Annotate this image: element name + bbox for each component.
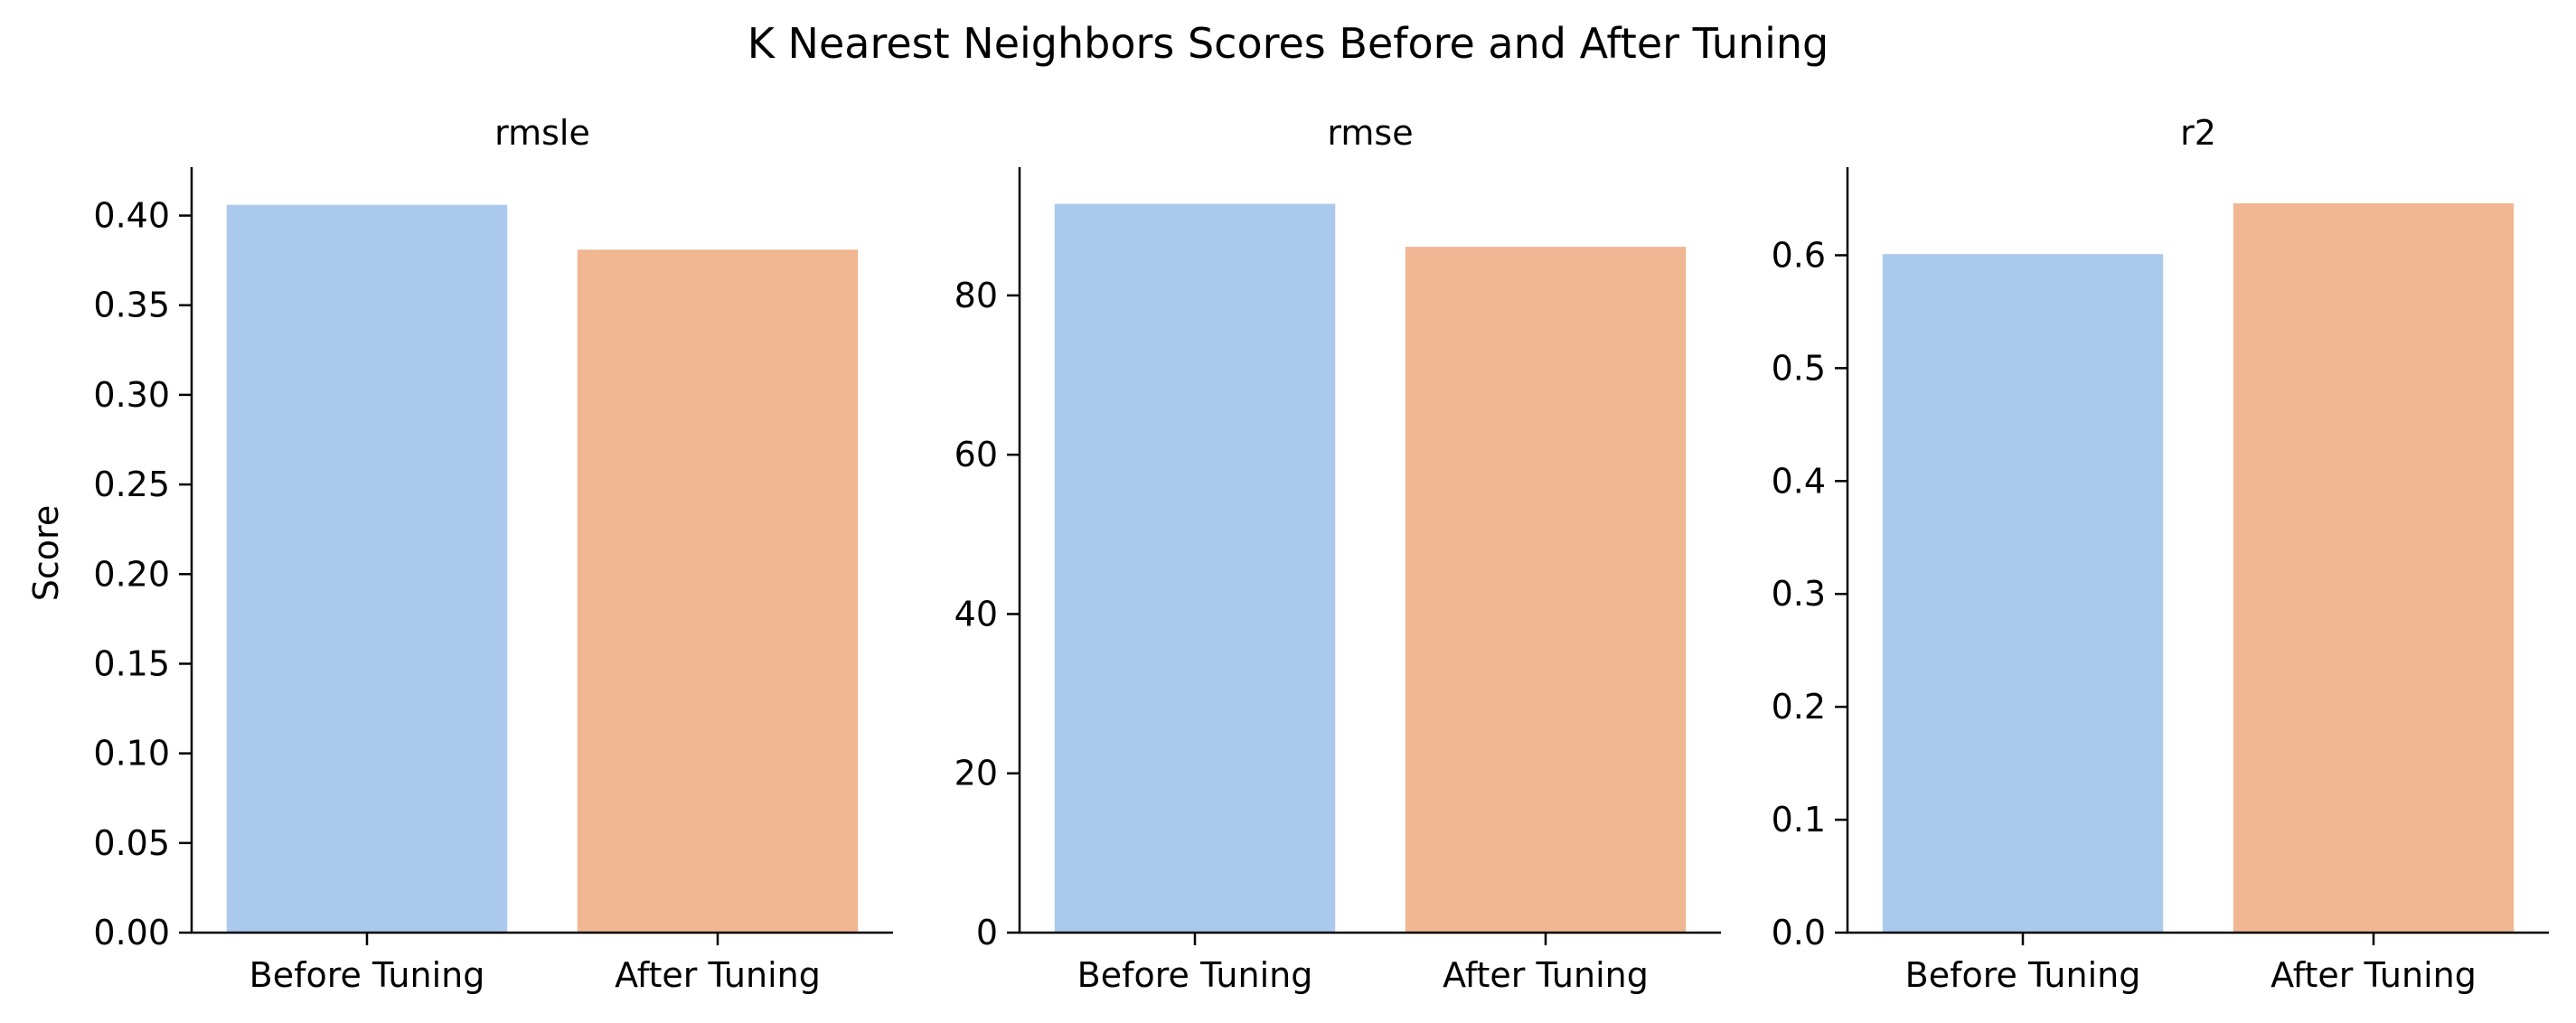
panel-rmse: rmse 0 20 40 60 80 Before Tuning After Tuning	[954, 113, 1721, 995]
y-tick-label: 0.00	[93, 913, 170, 953]
y-tick-label: 0.05	[93, 823, 170, 863]
bar-after-tuning	[1405, 247, 1687, 934]
bar-before-tuning	[1054, 203, 1336, 933]
y-tick-label: 0.4	[1772, 461, 1826, 501]
y-tick-label: 0.35	[93, 286, 170, 325]
y-tick-label: 60	[954, 435, 998, 474]
chart-title: K Nearest Neighbors Scores Before and Af…	[747, 19, 1829, 68]
y-tick-label: 0.40	[93, 196, 170, 236]
x-tick-label: Before Tuning	[1077, 955, 1313, 995]
chart-panels: rmsle0.000.050.100.150.200.250.300.350.4…	[93, 113, 2549, 995]
panel-subtitle: r2	[2180, 113, 2216, 153]
y-tick-label: 0.25	[93, 465, 170, 504]
y-axis-label: Score	[26, 505, 66, 601]
x-tick-label: After Tuning	[1443, 955, 1649, 995]
y-tick-label: 0.1	[1772, 800, 1826, 840]
y-tick-label: 0.2	[1772, 687, 1826, 727]
y-tick-label: 0.5	[1772, 348, 1826, 388]
bar-after-tuning	[577, 249, 859, 933]
y-tick-label: 0.20	[93, 554, 170, 594]
y-tick-label: 0.30	[93, 375, 170, 415]
y-tick-label: 80	[954, 276, 998, 315]
y-tick-label: 0.3	[1772, 574, 1826, 614]
x-tick-label: Before Tuning	[249, 955, 485, 995]
x-tick-label: Before Tuning	[1905, 955, 2141, 995]
y-tick-label: 40	[954, 594, 998, 634]
panel-rmsle: rmsle 0.00 0.05 0.10 0.15 0.20 0.25 0.30 0.35 0.4…	[93, 113, 893, 995]
x-tick-label: After Tuning	[615, 955, 821, 995]
bar-after-tuning	[2233, 202, 2515, 934]
y-tick-label: 0.15	[93, 643, 170, 683]
bar-before-tuning	[226, 204, 508, 933]
x-tick-label: After Tuning	[2270, 955, 2477, 995]
panel-r2: r2 0.0 0.1 0.2 0.3 0.4 0.5 0.6 Before Tuning Afte…	[1772, 113, 2549, 995]
panel-subtitle: rmse	[1327, 113, 1413, 153]
bar-before-tuning	[1882, 254, 2164, 933]
y-tick-label: 0	[976, 913, 998, 953]
y-tick-label: 0.0	[1772, 913, 1826, 953]
y-tick-label: 20	[954, 754, 998, 793]
y-tick-label: 0.10	[93, 734, 170, 774]
y-tick-label: 0.6	[1772, 235, 1826, 275]
panel-subtitle: rmsle	[494, 113, 590, 153]
